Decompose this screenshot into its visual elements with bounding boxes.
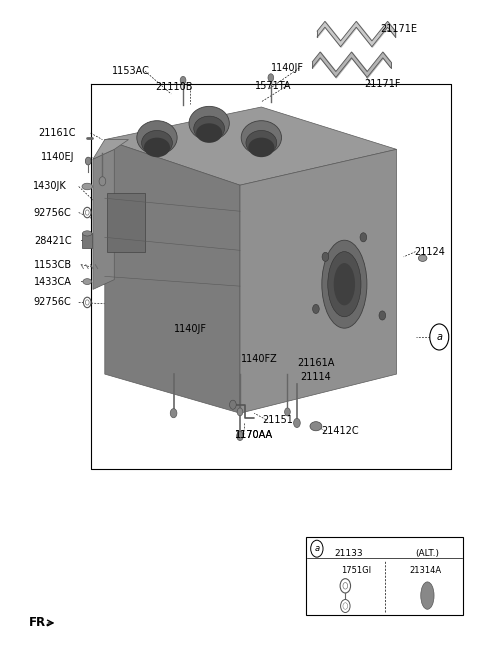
Circle shape <box>379 311 385 320</box>
Circle shape <box>229 400 236 409</box>
Text: a: a <box>436 332 442 342</box>
Ellipse shape <box>189 106 229 140</box>
Text: 21124: 21124 <box>414 246 445 257</box>
Circle shape <box>285 408 290 416</box>
Circle shape <box>343 602 348 609</box>
Text: 92756C: 92756C <box>34 208 72 217</box>
Circle shape <box>311 540 323 557</box>
Text: 1140JF: 1140JF <box>271 63 304 73</box>
Text: 21161A: 21161A <box>297 358 335 368</box>
Text: 28421C: 28421C <box>34 236 72 246</box>
Text: 1140JF: 1140JF <box>174 323 207 334</box>
Circle shape <box>341 599 350 612</box>
Circle shape <box>84 208 91 217</box>
Text: 21110B: 21110B <box>155 83 192 93</box>
Circle shape <box>84 297 91 307</box>
Text: (ALT.): (ALT.) <box>415 549 439 558</box>
Ellipse shape <box>194 116 225 141</box>
Polygon shape <box>105 107 396 185</box>
Text: 1140EJ: 1140EJ <box>41 152 74 162</box>
Circle shape <box>85 157 91 165</box>
Text: 21314A: 21314A <box>409 566 441 576</box>
Text: 1751GI: 1751GI <box>341 566 372 576</box>
Ellipse shape <box>82 183 93 190</box>
Ellipse shape <box>334 263 355 306</box>
Ellipse shape <box>310 422 322 431</box>
Text: 21133: 21133 <box>335 549 363 558</box>
Text: 21171E: 21171E <box>381 24 418 34</box>
Ellipse shape <box>196 124 222 143</box>
Circle shape <box>360 233 367 242</box>
Ellipse shape <box>83 231 92 236</box>
Polygon shape <box>105 139 240 413</box>
Ellipse shape <box>328 252 361 317</box>
Circle shape <box>99 177 106 186</box>
Circle shape <box>85 210 89 215</box>
Circle shape <box>237 432 243 441</box>
Text: 21114: 21114 <box>300 373 331 382</box>
Circle shape <box>312 304 319 313</box>
Circle shape <box>340 579 350 593</box>
Polygon shape <box>93 149 114 290</box>
Text: 21151: 21151 <box>263 415 293 424</box>
Text: 1153AC: 1153AC <box>112 66 150 76</box>
Text: 1140FZ: 1140FZ <box>240 354 277 364</box>
Text: 1170AA: 1170AA <box>235 430 273 440</box>
Circle shape <box>322 252 329 261</box>
Ellipse shape <box>246 131 277 155</box>
Circle shape <box>430 324 449 350</box>
Text: 1430JK: 1430JK <box>33 181 67 191</box>
Text: 1170AA: 1170AA <box>235 430 273 440</box>
Ellipse shape <box>83 279 92 284</box>
Text: 21412C: 21412C <box>321 426 359 436</box>
Ellipse shape <box>142 131 172 155</box>
Text: a: a <box>314 544 319 553</box>
Polygon shape <box>93 139 129 159</box>
Circle shape <box>268 74 274 81</box>
Ellipse shape <box>144 137 170 157</box>
Ellipse shape <box>241 121 281 154</box>
Text: 1433CA: 1433CA <box>34 277 72 286</box>
Circle shape <box>294 419 300 428</box>
Ellipse shape <box>248 137 275 157</box>
Text: 21171F: 21171F <box>364 79 401 89</box>
Polygon shape <box>240 149 396 413</box>
Circle shape <box>343 583 348 589</box>
Bar <box>83 233 92 248</box>
Ellipse shape <box>137 121 177 154</box>
Circle shape <box>237 408 243 416</box>
Bar <box>107 193 145 252</box>
Text: 92756C: 92756C <box>34 298 72 307</box>
Ellipse shape <box>421 582 434 609</box>
Ellipse shape <box>419 255 427 261</box>
Bar <box>306 537 463 615</box>
Text: FR.: FR. <box>29 616 51 629</box>
Text: 1153CB: 1153CB <box>34 260 72 269</box>
Circle shape <box>180 76 186 84</box>
Circle shape <box>85 300 89 305</box>
Ellipse shape <box>322 240 367 328</box>
Circle shape <box>170 409 177 418</box>
Text: 21161C: 21161C <box>38 128 76 138</box>
Text: 1571TA: 1571TA <box>255 81 291 91</box>
